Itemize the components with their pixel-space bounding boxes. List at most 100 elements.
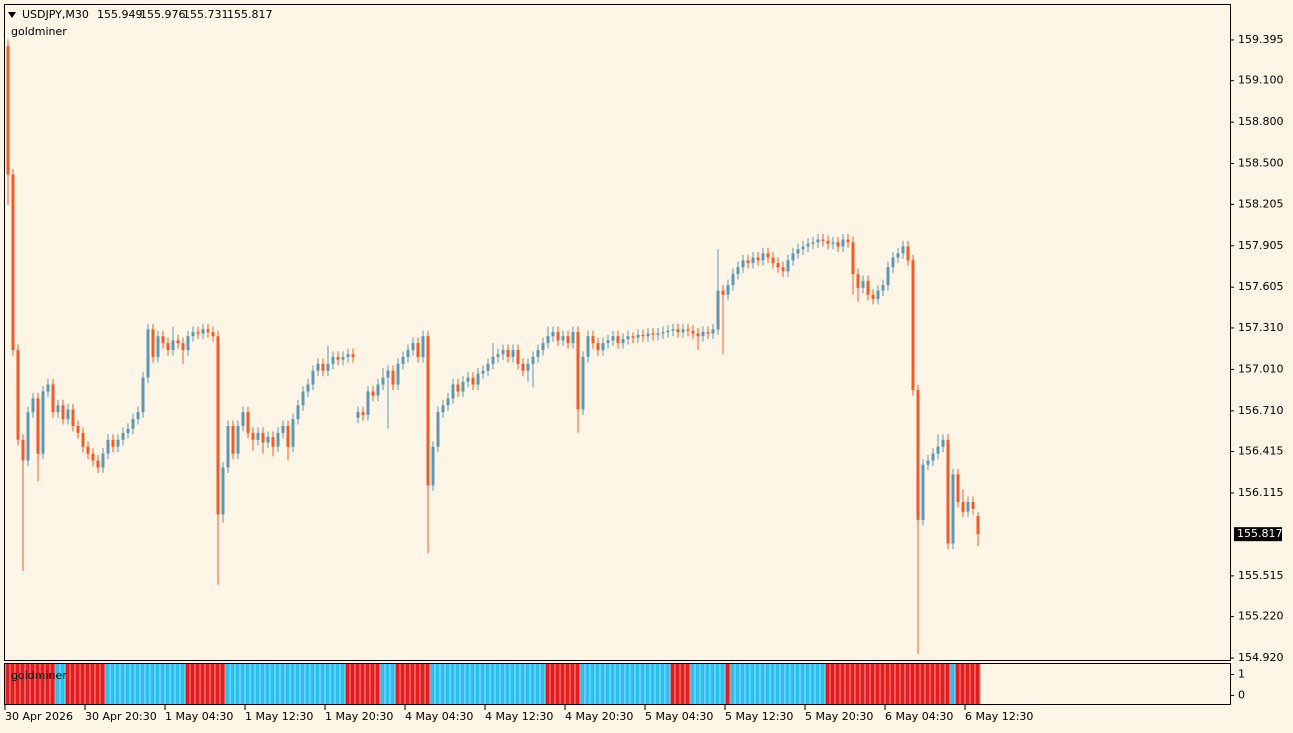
x-tick-label: 5 May 12:30 [725,710,793,723]
candle-body [866,280,870,295]
symbol: USDJPY,M30 [22,8,89,21]
candle-body [196,332,200,334]
candle-body [316,363,320,371]
x-tick-label: 30 Apr 2026 [5,710,73,723]
candle-body [516,350,520,364]
candle-body [46,384,50,392]
candle-body [871,294,875,299]
candle-body [476,373,480,385]
candle-body [781,267,785,272]
x-tick-label: 4 May 04:30 [405,710,473,723]
candle-body [426,336,430,486]
candle-body [626,336,630,339]
y-tick-label: 155.515 [1238,569,1284,582]
candle-body [821,239,825,241]
current-price-box [1234,527,1282,542]
y-tick-label: 156.710 [1238,404,1284,417]
y-tick-label: 158.205 [1238,197,1284,210]
candle-body [726,285,730,295]
candle-body [906,246,910,261]
candle-body [741,260,745,268]
candle-body [71,409,75,427]
main-frame [4,4,1231,661]
candle-body [111,439,115,447]
candle-body [766,253,770,258]
candle-body [461,381,465,392]
candle-body [761,253,765,261]
candle-body [486,363,490,371]
candle-body [941,439,945,447]
candle-body [671,329,675,331]
candle-body [956,474,960,502]
candle-body [876,290,880,299]
candle-body [576,332,580,410]
candle-body [721,290,725,295]
candle-body [301,391,305,406]
candle-body [826,240,830,244]
candle-body [681,329,685,333]
y-tick-label: 157.905 [1238,239,1284,252]
candle-body [276,432,280,447]
candle-body [561,336,565,341]
candle-body [896,253,900,258]
candle-body [481,370,485,374]
x-tick-label: 5 May 20:30 [805,710,873,723]
candle-body [511,350,515,357]
y-tick-label: 156.415 [1238,445,1284,458]
candle-body [926,460,930,465]
candle-body [541,343,545,351]
candle-body [21,439,25,461]
candle-body [711,329,715,334]
candle-body [701,332,705,337]
candle-body [886,267,890,286]
candle-body [646,333,650,337]
candle-body [391,370,395,385]
candle-body [431,446,435,486]
y-tick-label: 154.920 [1238,651,1284,664]
candle-body [601,343,605,351]
candle-body [121,432,125,440]
candle-body [371,391,375,396]
x-tick-label: 1 May 04:30 [165,710,233,723]
candle-body [256,432,260,440]
candle-body [406,350,410,357]
candle-body [141,377,145,413]
candle-body [846,239,850,243]
candle-body [6,46,10,175]
candle-body [696,333,700,337]
indicator-label: goldminer [11,669,67,682]
candle-body [946,439,950,544]
candle-body [536,350,540,357]
candle-body [306,384,310,392]
header-open: 155.949 [97,8,143,21]
candle-body [281,426,285,433]
candle-body [201,329,205,334]
candle-body [166,343,170,351]
candle-body [341,356,345,360]
candle-body [856,274,860,288]
candle-body [41,391,45,454]
candle-body [26,412,30,461]
candle-body [471,377,475,385]
x-tick-label: 1 May 12:30 [245,710,313,723]
candle-body [751,257,755,264]
candle-body [466,377,470,382]
candle-body [911,260,915,391]
candle-body [76,426,80,433]
candle-body [756,257,760,261]
candle-body [246,412,250,433]
y-tick-label: 157.310 [1238,321,1284,334]
candle-body [771,257,775,264]
candle-body [171,340,175,351]
candle-body [66,409,70,420]
candle-body [731,274,735,286]
candle-body [961,501,965,512]
y-tick-label: 158.800 [1238,115,1284,128]
candle-body [976,515,980,535]
x-tick-label: 1 May 20:30 [325,710,393,723]
candle-body [686,329,690,331]
candle-body [286,426,290,447]
y-tick-label: 155.220 [1238,610,1284,623]
collapse-icon[interactable] [8,12,16,18]
